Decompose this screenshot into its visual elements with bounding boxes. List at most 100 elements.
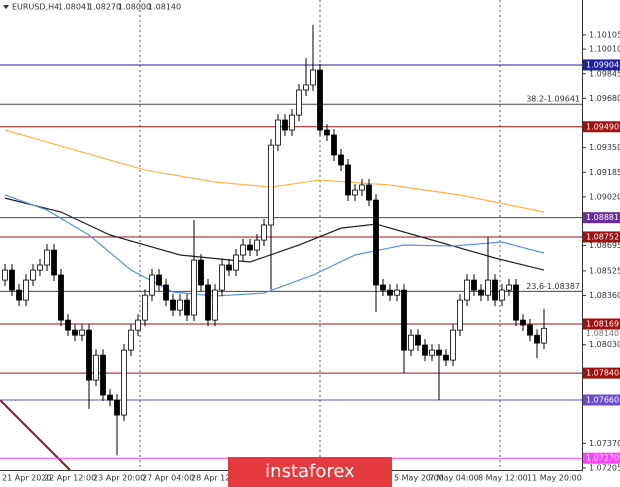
candle-body [177, 299, 183, 311]
y-tick-label: 1.08360 [589, 291, 620, 300]
level-label: 1.07270 [586, 454, 619, 463]
candle-body [478, 289, 484, 296]
candle-body [135, 319, 141, 331]
candle-body [16, 289, 22, 301]
x-tick-label: 5 May 20:00 [394, 474, 444, 483]
candle-body [534, 334, 540, 344]
candle-body [107, 394, 113, 401]
candle-body [296, 89, 302, 116]
candle-body [464, 279, 470, 301]
candle-body [247, 244, 253, 251]
candle-body [275, 119, 281, 146]
candle-body [408, 334, 414, 351]
price-axis [583, 0, 620, 487]
y-tick-label: 1.08695 [589, 241, 620, 250]
axis-labels: 1.10105 1.10010 1.09845 1.09680 1.09350 1.091… [583, 30, 620, 472]
level-label: 1.07660 [586, 395, 619, 404]
y-tick-label: 1.08030 [589, 340, 620, 349]
quote-value: 1.08041 [58, 3, 91, 12]
candle-body [303, 84, 309, 91]
y-tick-label: 1.07205 [589, 463, 620, 472]
quote-value: 1.08000 [118, 3, 151, 12]
candle-body [100, 354, 106, 396]
candle-body [282, 119, 288, 131]
candle-body [261, 224, 267, 241]
candle-body [429, 349, 435, 356]
candle-body [240, 244, 246, 256]
candle-body [114, 399, 120, 416]
candle-body [72, 329, 78, 336]
candle-body [198, 259, 204, 286]
x-tick-label: 7 May 04:00 [429, 474, 479, 483]
candle-body [471, 279, 477, 291]
x-tick-label: 28 Apr 12:00 [191, 474, 243, 483]
candle-body [492, 279, 498, 301]
level-label: 1.09904 [586, 60, 619, 69]
candle-body [226, 264, 232, 271]
candle-body [191, 259, 197, 316]
candle-body [373, 199, 379, 286]
candle-body [79, 329, 85, 336]
candle-body [324, 129, 330, 136]
moving-average [4, 194, 545, 297]
candle-body [485, 279, 491, 296]
candle-body [163, 284, 169, 301]
candle-body [394, 289, 400, 296]
moving-average [4, 197, 545, 271]
candle-body [289, 114, 295, 131]
x-tick-label: 27 Apr 04:00 [142, 474, 194, 483]
candle-body [93, 354, 99, 381]
candle-body [317, 69, 323, 131]
watermark: instaforex [265, 461, 355, 482]
x-tick-label: 11 May 20:00 [527, 474, 582, 483]
candle-body [401, 289, 407, 351]
candle-body [422, 344, 428, 356]
y-tick-label: 1.10010 [589, 45, 620, 54]
candle-body [450, 329, 456, 361]
level-label: 1.07840 [586, 369, 619, 378]
candle-body [436, 349, 442, 356]
candle-body [387, 289, 393, 296]
level-label-box [583, 318, 620, 330]
level-label-box [583, 121, 620, 133]
candle-body [527, 324, 533, 336]
candle-body [457, 299, 463, 331]
candle-body [513, 284, 519, 321]
y-tick-label: 1.09350 [589, 143, 620, 152]
x-tick-label: 22 Apr 12:00 [44, 474, 96, 483]
candle-body [170, 299, 176, 311]
x-tick-label: 8 May 12:00 [478, 474, 528, 483]
x-tick-label: 23 Apr 20:00 [93, 474, 145, 483]
candle-body [338, 154, 344, 166]
candle-body [51, 249, 57, 276]
candle-body [506, 284, 512, 291]
level-label: 1.09490 [586, 122, 619, 131]
watermark-box [228, 457, 392, 487]
price-marker-label: 1.08140 [586, 329, 619, 338]
candle-body [331, 134, 337, 156]
y-tick-label: 1.09680 [589, 94, 620, 103]
candle-body [9, 269, 15, 291]
level-label: 1.08881 [586, 213, 619, 222]
candle-body [520, 319, 526, 326]
candle-body [44, 249, 50, 266]
x-tick-label: 21 Apr 2020 [2, 474, 51, 483]
candle-body [58, 274, 64, 321]
candle-body [366, 184, 372, 201]
vertical-separators [139, 0, 501, 470]
level-label-box [583, 231, 620, 243]
y-tick-label: 1.07370 [589, 439, 620, 448]
candle-body [121, 349, 127, 416]
candle-body [65, 319, 71, 331]
y-tick-label: 1.09845 [589, 69, 620, 78]
candle-body [142, 294, 148, 321]
y-tick-label: 1.09020 [589, 192, 620, 201]
candle-body [212, 289, 218, 321]
level-label-box [583, 452, 620, 464]
candle-body [2, 269, 8, 281]
y-tick-label: 1.08525 [589, 266, 620, 275]
